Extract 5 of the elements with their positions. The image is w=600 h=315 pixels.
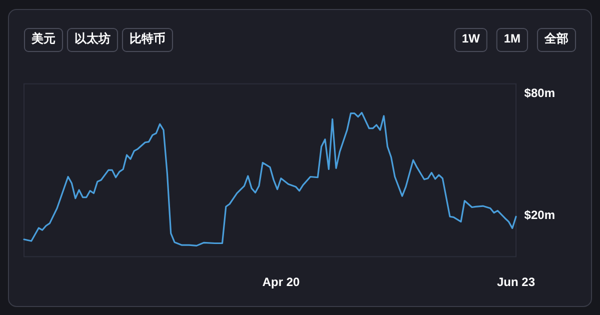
y-tick-label: $20m <box>524 208 555 222</box>
x-tick-label: Apr 20 <box>262 275 300 289</box>
x-tick-label: Jun 23 <box>496 275 536 289</box>
buttons: 美元 以太坊 比特币 1W 1M 全部 <box>24 28 576 52</box>
y-tick-label: $80m <box>524 86 555 100</box>
